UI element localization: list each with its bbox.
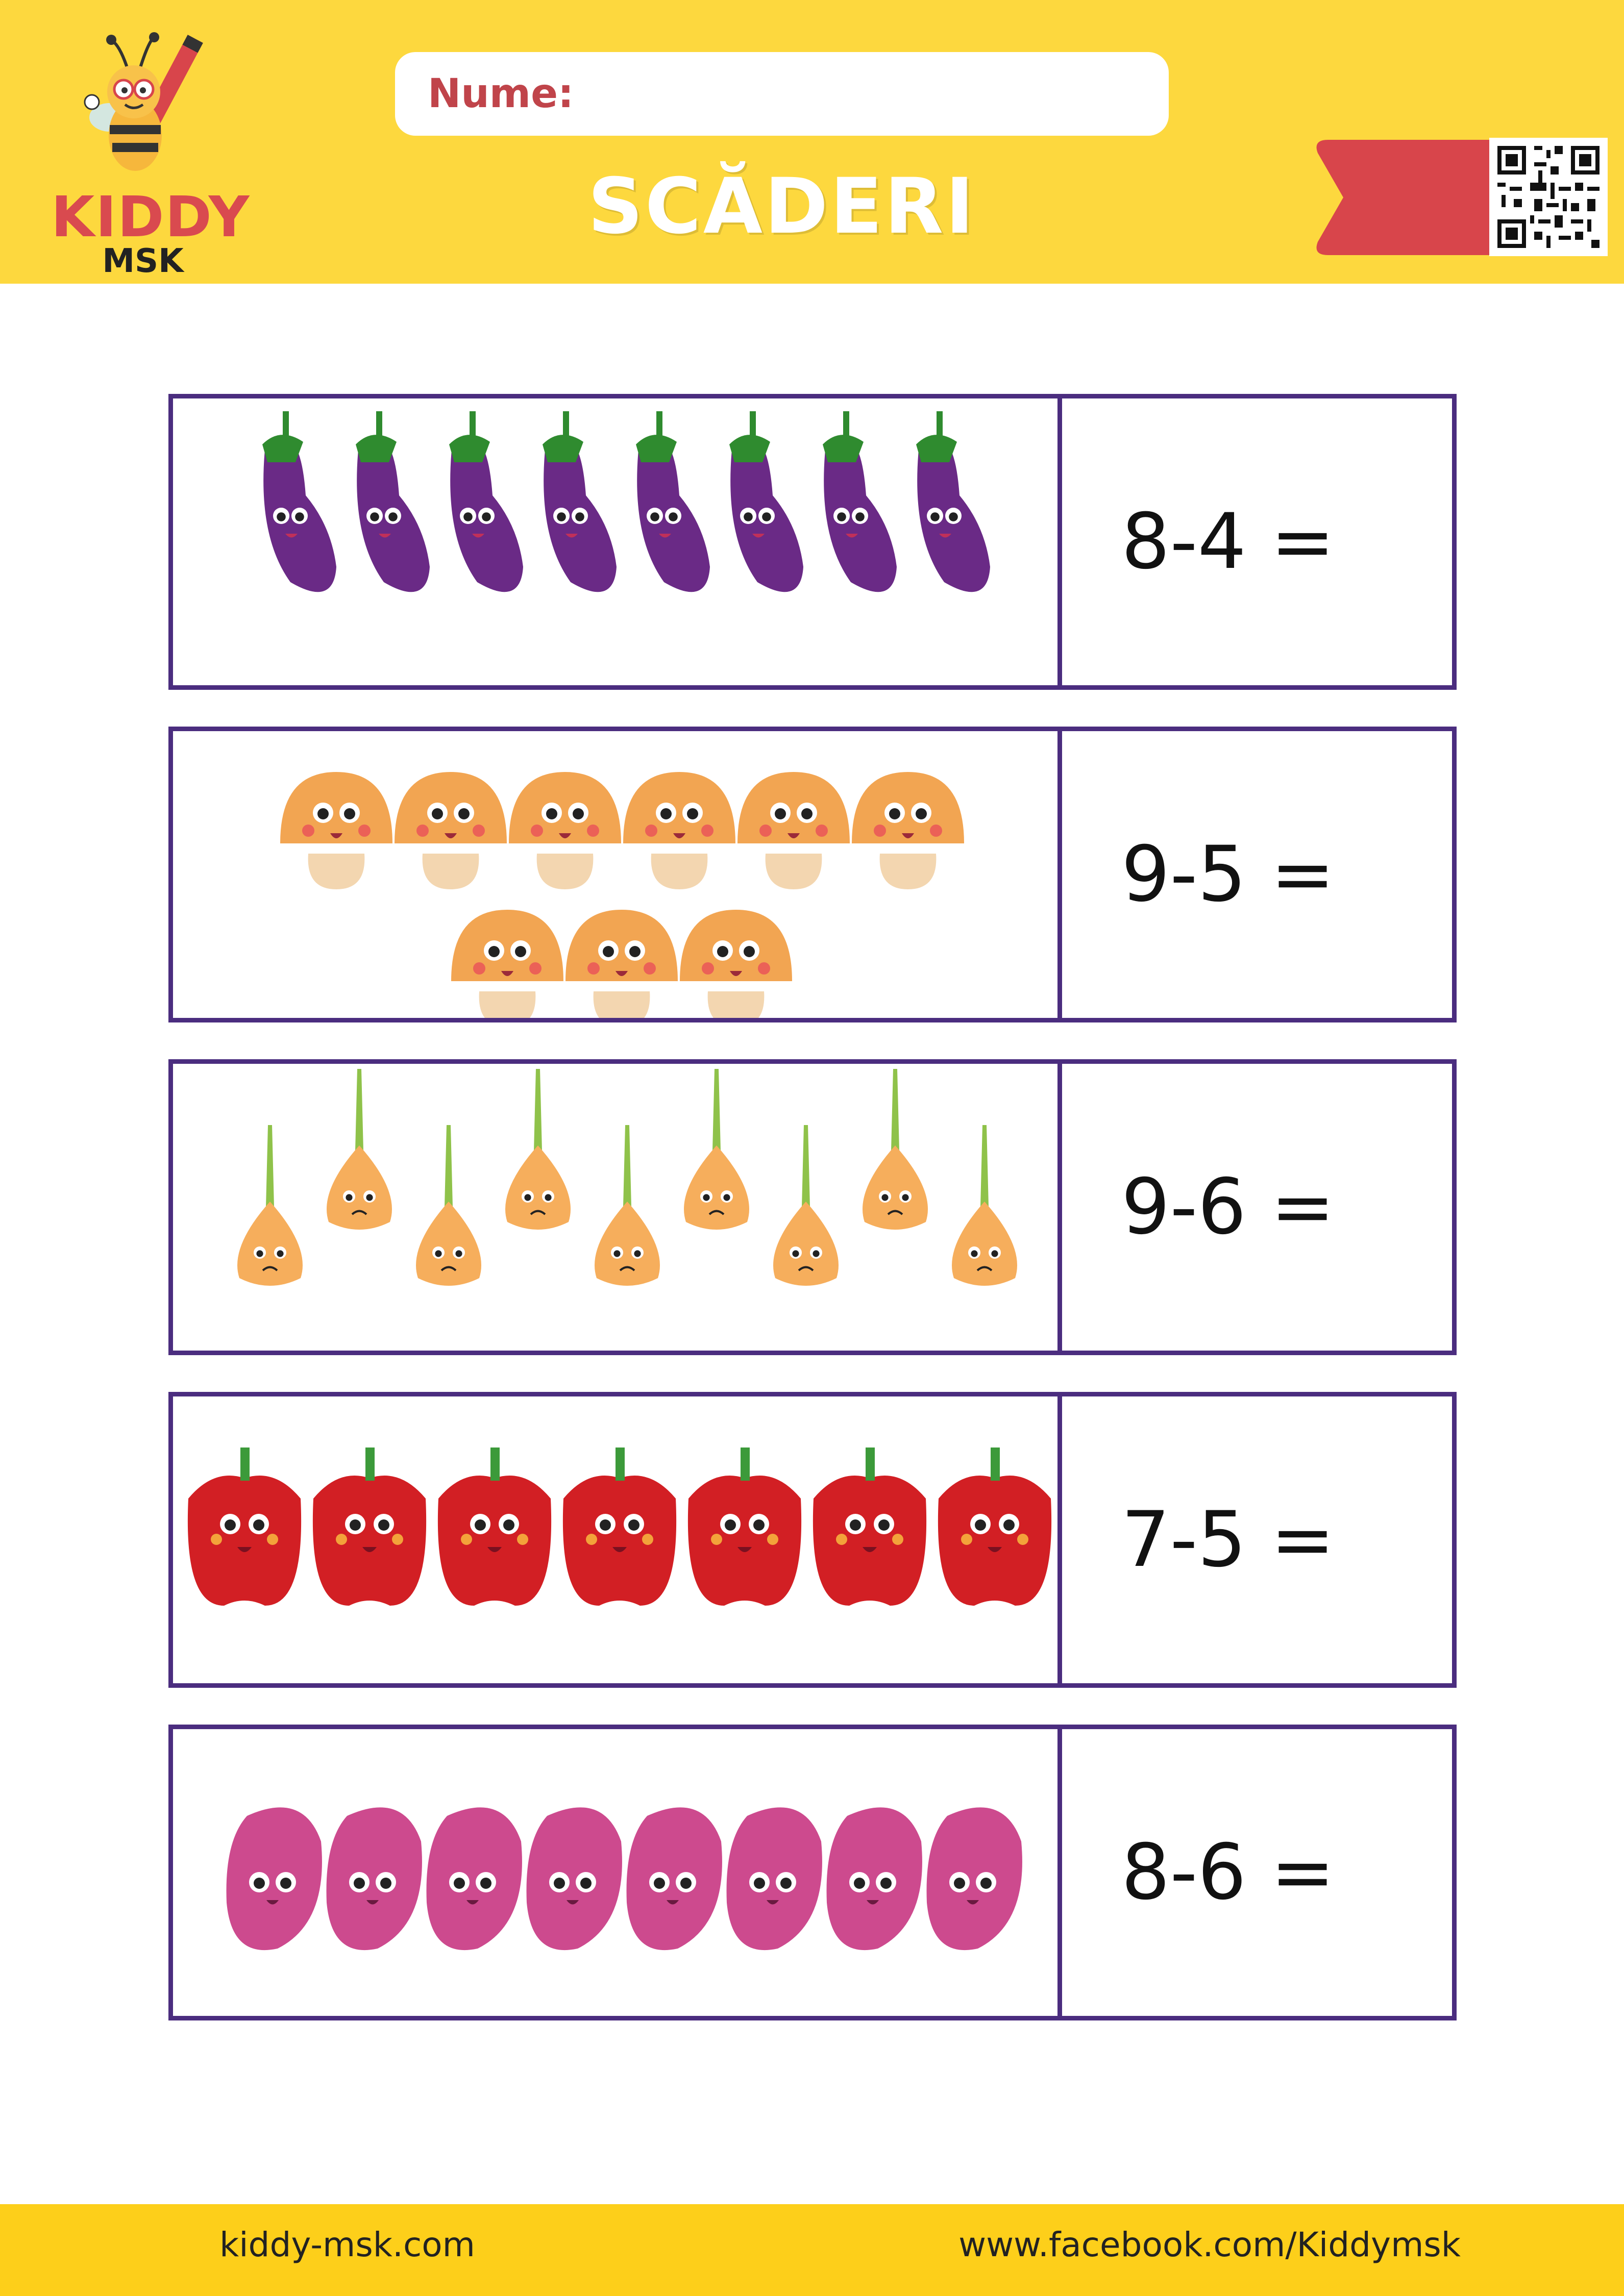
bell-pepper-icon bbox=[312, 1448, 427, 1606]
potato-icon bbox=[726, 1807, 822, 1951]
eggplant-icon bbox=[356, 411, 430, 592]
facebook-link[interactable]: www.facebook.com/Kiddymsk bbox=[958, 2225, 1461, 2264]
onion-icon bbox=[773, 1125, 839, 1286]
row-divider bbox=[1057, 1064, 1062, 1351]
equation-text[interactable]: 7-5 = bbox=[1121, 1495, 1335, 1584]
potato-icon bbox=[826, 1807, 922, 1951]
potato-icon bbox=[926, 1807, 1022, 1951]
exercise-row-5: 8-6 = bbox=[168, 1725, 1457, 2020]
onion-icon bbox=[237, 1125, 303, 1286]
eggplant-icon bbox=[823, 411, 897, 592]
equation-text[interactable]: 8-6 = bbox=[1121, 1828, 1335, 1917]
header-bar: KIDDY MSK Nume: SCĂDERI bbox=[0, 0, 1624, 284]
potato-icon bbox=[426, 1807, 522, 1951]
qr-code-icon bbox=[1489, 138, 1608, 256]
potato-icon bbox=[226, 1807, 322, 1951]
equation-text[interactable]: 8-4 = bbox=[1121, 497, 1335, 586]
mushroom-icon bbox=[680, 910, 792, 1027]
onion-icon bbox=[863, 1069, 928, 1230]
potato-group bbox=[173, 1729, 1057, 2016]
name-field[interactable]: Nume: bbox=[395, 52, 1169, 136]
mushroom-icon bbox=[623, 772, 735, 889]
mushroom-illustration bbox=[280, 772, 964, 1027]
onion-icon bbox=[952, 1125, 1017, 1286]
bell-pepper-group bbox=[173, 1396, 1057, 1683]
onion-group bbox=[173, 1064, 1057, 1351]
onion-icon bbox=[595, 1125, 660, 1286]
website-link[interactable]: kiddy-msk.com bbox=[219, 2225, 475, 2264]
page-title: SCĂDERI bbox=[587, 162, 976, 251]
mushroom-icon bbox=[451, 910, 563, 1027]
onion-icon bbox=[684, 1069, 749, 1230]
kiddy-msk-logo: KIDDY MSK bbox=[51, 20, 251, 278]
bell-pepper-illustration bbox=[187, 1448, 1052, 1606]
exercise-row-4: 7-5 = bbox=[168, 1392, 1457, 1688]
onion-icon bbox=[416, 1125, 481, 1286]
eggplant-icon bbox=[449, 411, 523, 592]
bell-pepper-icon bbox=[437, 1448, 552, 1606]
eggplant-icon bbox=[729, 411, 803, 592]
equation-text[interactable]: 9-5 = bbox=[1121, 830, 1335, 919]
onion-illustration bbox=[237, 1069, 1017, 1286]
row-divider bbox=[1057, 731, 1062, 1018]
eggplant-group bbox=[173, 398, 1057, 685]
row-divider bbox=[1057, 1729, 1062, 2016]
potato-illustration bbox=[226, 1807, 1022, 1951]
ribbon-banner bbox=[1316, 140, 1496, 255]
eggplant-illustration bbox=[262, 411, 990, 592]
footer-bar: kiddy-msk.com www.facebook.com/Kiddymsk bbox=[0, 2204, 1624, 2296]
exercise-row-2: 9-5 = bbox=[168, 727, 1457, 1027]
row-divider bbox=[1057, 1396, 1062, 1683]
onion-icon bbox=[327, 1069, 392, 1230]
eggplant-icon bbox=[262, 411, 336, 592]
equation-text[interactable]: 9-6 = bbox=[1121, 1163, 1335, 1252]
bell-pepper-icon bbox=[562, 1448, 677, 1606]
mushroom-group bbox=[173, 731, 1057, 1027]
eggplant-icon bbox=[543, 411, 617, 592]
bell-pepper-icon bbox=[813, 1448, 927, 1606]
mushroom-icon bbox=[280, 772, 392, 889]
bee-with-pencil-icon bbox=[84, 32, 203, 171]
exercise-row-1: 8-4 = bbox=[168, 394, 1457, 690]
brand-subname: MSK bbox=[102, 242, 184, 280]
mushroom-icon bbox=[565, 910, 678, 1027]
brand-name: KIDDY bbox=[51, 184, 251, 249]
mushroom-icon bbox=[395, 772, 507, 889]
name-label: Nume: bbox=[428, 71, 574, 117]
mushroom-icon bbox=[852, 772, 964, 889]
onion-icon bbox=[505, 1069, 571, 1230]
eggplant-icon bbox=[916, 411, 990, 592]
potato-icon bbox=[326, 1807, 422, 1951]
row-divider bbox=[1057, 398, 1062, 685]
exercise-row-3: 9-6 = bbox=[168, 1059, 1457, 1355]
eggplant-icon bbox=[636, 411, 710, 592]
potato-icon bbox=[526, 1807, 622, 1951]
mushroom-icon bbox=[737, 772, 850, 889]
potato-icon bbox=[626, 1807, 722, 1951]
bell-pepper-icon bbox=[687, 1448, 802, 1606]
bell-pepper-icon bbox=[187, 1448, 302, 1606]
bell-pepper-icon bbox=[938, 1448, 1052, 1606]
mushroom-icon bbox=[509, 772, 621, 889]
